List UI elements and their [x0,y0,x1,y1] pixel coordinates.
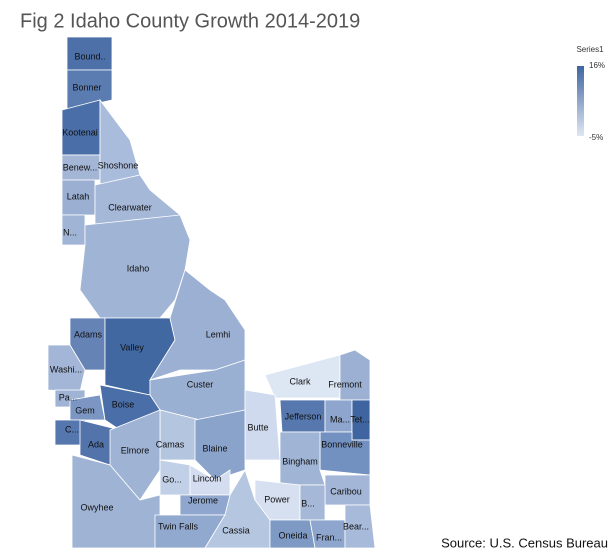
county-label: Valley [120,342,144,352]
county-label: Bear... [343,521,369,531]
county-label: Lincoln [193,473,222,483]
county-label: Go... [162,474,182,484]
county-label: Oneida [278,530,307,540]
county-label: Elmore [121,445,150,455]
county [71,454,161,549]
county-label: N... [63,227,77,237]
county-label: Twin Falls [158,521,199,531]
county-label: Latah [67,191,90,201]
county-label: Adams [74,329,103,339]
county-label: Power [264,494,290,504]
county [99,98,141,186]
county-label: Ada [88,439,104,449]
county-label: Lemhi [206,329,231,339]
county-label: Pa... [59,392,78,402]
county-label: Ma... [330,414,350,424]
county-label: Benew... [63,162,98,172]
county-label: Boise [112,399,135,409]
county-label: Fran... [316,532,342,542]
county [79,214,191,319]
county-label: Butte [247,422,268,432]
source-note: Source: U.S. Census Bureau [441,535,608,550]
county-label: Clark [289,376,311,386]
county-label: C... [65,424,79,434]
county-label: Tet... [350,414,370,424]
map-title: Fig 2 Idaho County Growth 2014-2019 [20,10,360,32]
county-label: Bingham [282,456,318,466]
county-label: Idaho [127,263,150,273]
county-label: Bonneville [321,439,363,449]
label-layer: Bound.. Bonner Kootenai Benew... Shoshone Lat… [50,51,370,542]
county [109,409,161,501]
county-label: Fremont [328,379,362,389]
county [339,349,371,401]
county-label: Jefferson [285,411,322,421]
county-label: Custer [187,379,214,389]
county-label: Bound.. [74,51,105,61]
county-label: Clearwater [108,202,152,212]
county [47,344,86,393]
county [344,504,376,549]
county [189,464,231,496]
county-label: Jerome [188,495,218,505]
legend-bar [577,66,584,136]
legend-title: Series1 [576,45,604,54]
county-label: Owyhee [80,502,113,512]
legend-min: -5% [589,133,603,142]
county-label: Camas [156,439,185,449]
county-label: Gem [75,405,95,415]
county [204,469,271,549]
legend-max: 16% [589,61,605,70]
county-label: Caribou [330,486,362,496]
county-label: Blaine [202,443,227,453]
county-label: Bonner [72,82,101,92]
county-label: Washi... [50,364,82,374]
county-layer [47,36,376,549]
county-label: B... [301,498,315,508]
county-label: Shoshone [98,160,139,170]
county [69,317,106,371]
county-label: Kootenai [62,127,98,137]
county [66,69,113,111]
county-label: Cassia [222,525,250,535]
